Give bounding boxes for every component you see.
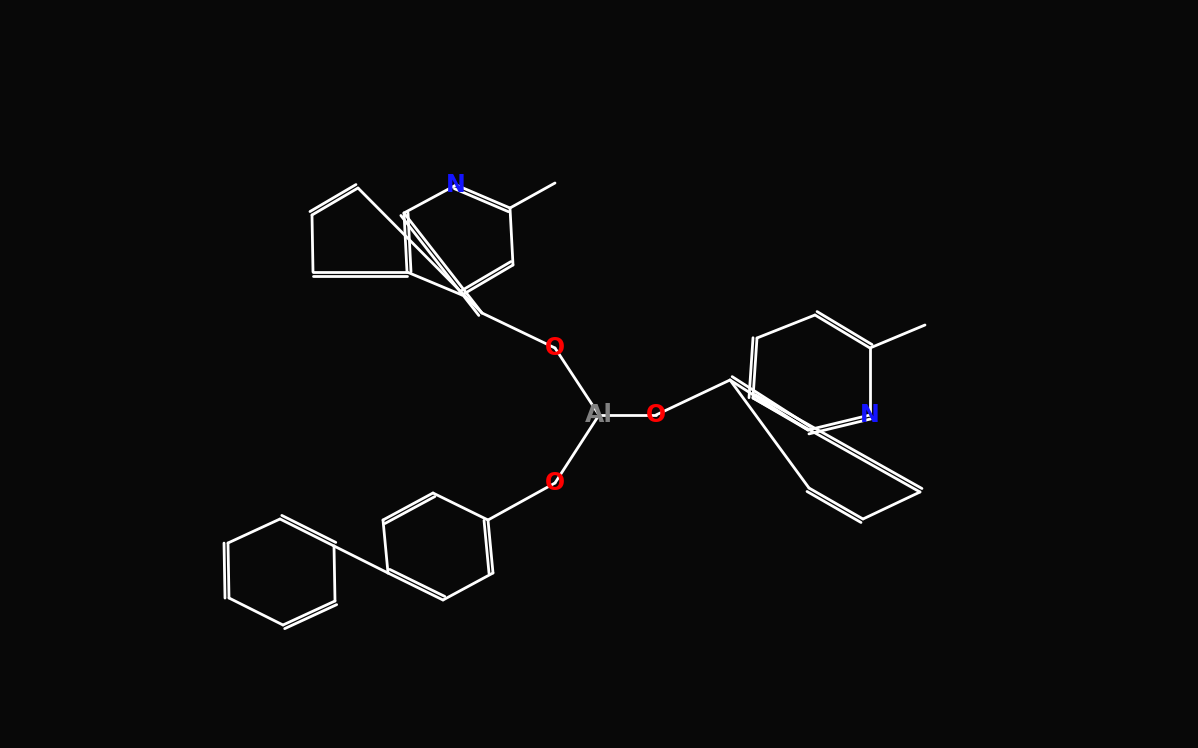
Text: N: N [860, 403, 879, 427]
Text: O: O [545, 471, 565, 495]
Text: Al: Al [585, 403, 613, 427]
Text: O: O [545, 336, 565, 360]
Text: N: N [446, 173, 466, 197]
Text: O: O [646, 403, 666, 427]
